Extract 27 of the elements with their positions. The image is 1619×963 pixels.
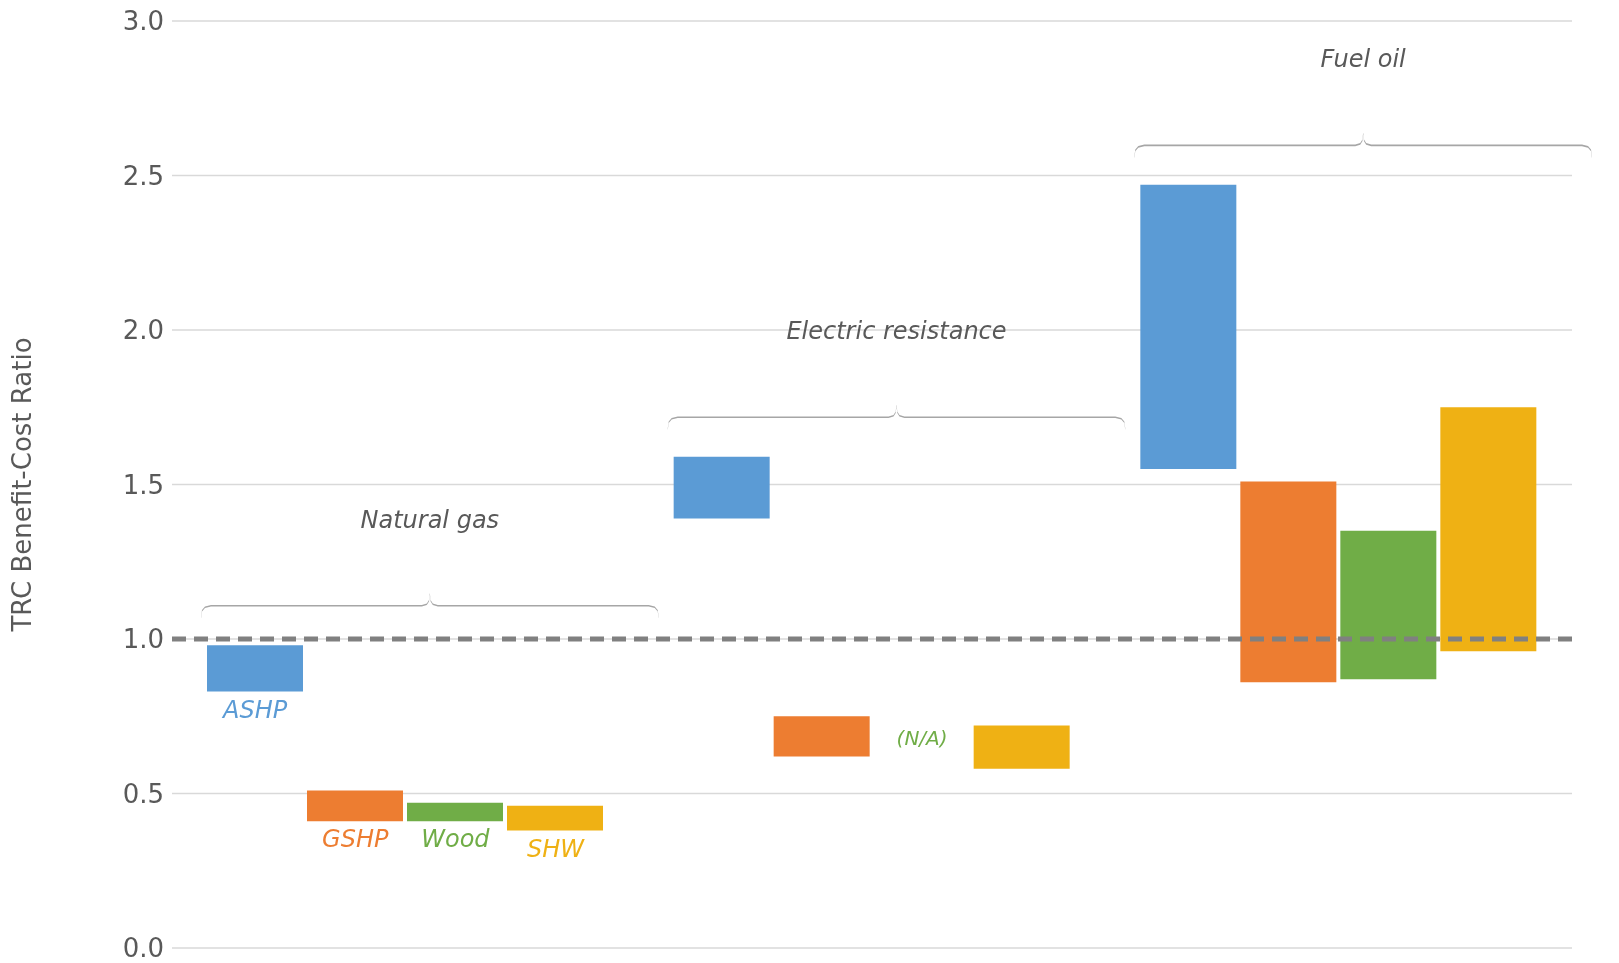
bar bbox=[307, 790, 403, 822]
y-tick-label: 1.5 bbox=[122, 469, 164, 500]
y-tick-label: 2.0 bbox=[122, 315, 164, 346]
series-label: SHW bbox=[527, 834, 586, 863]
bar bbox=[507, 805, 603, 831]
y-tick-label: 0.0 bbox=[122, 933, 164, 963]
series-label: ASHP bbox=[221, 695, 288, 724]
annotation: (N/A) bbox=[896, 725, 948, 750]
bar bbox=[773, 716, 870, 757]
bar bbox=[407, 802, 503, 822]
bar bbox=[1340, 530, 1437, 680]
x-tick-label: Natural gas bbox=[360, 505, 500, 534]
series-label: GSHP bbox=[322, 825, 389, 854]
y-tick-label: 3.0 bbox=[122, 6, 164, 37]
bar bbox=[673, 456, 770, 519]
bar bbox=[1440, 407, 1537, 652]
x-tick-label: Fuel oil bbox=[1320, 45, 1407, 74]
bar bbox=[207, 645, 303, 692]
y-axis-title: TRC Benefit-Cost Ratio bbox=[7, 337, 38, 633]
bar bbox=[973, 725, 1070, 769]
x-tick-label: Electric resistance bbox=[786, 317, 1007, 346]
bar bbox=[1240, 481, 1337, 683]
y-tick-label: 1.0 bbox=[122, 624, 164, 655]
series-label: Wood bbox=[421, 825, 491, 854]
y-tick-label: 2.5 bbox=[122, 160, 164, 191]
bar bbox=[1140, 184, 1237, 470]
y-tick-label: 0.5 bbox=[122, 778, 164, 809]
